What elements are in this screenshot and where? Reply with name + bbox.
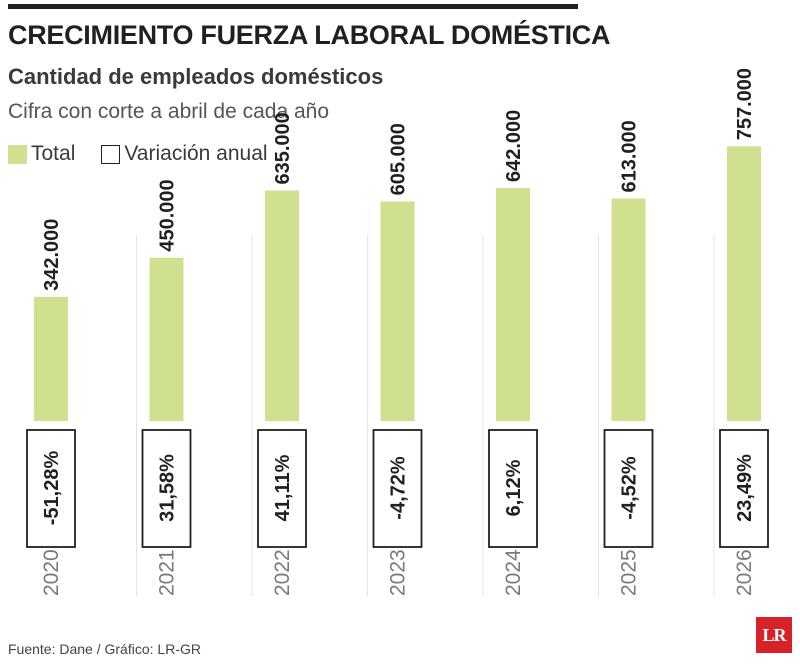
legend-swatch-variation: [101, 144, 121, 164]
bar-2022: [265, 190, 299, 421]
variation-label-2020: -51,28%: [41, 451, 63, 526]
bar-2025: [611, 198, 646, 421]
year-label-2025: 2025: [618, 549, 641, 596]
legend-label-variation: Variación anual: [124, 142, 268, 165]
variation-label-2025: -4,52%: [619, 456, 641, 520]
variation-label-2023: -4,72%: [388, 456, 410, 520]
variation-box-2026: [719, 429, 769, 548]
variation-label-2024: 6,12%: [503, 459, 525, 516]
year-label-2026: 2026: [733, 549, 756, 596]
bar-2024: [496, 187, 530, 421]
bar-2020: [34, 296, 68, 421]
lr-logo: LR: [756, 617, 792, 653]
chart-subtitle: Cantidad de empleados domésticos: [8, 64, 384, 89]
top-rule: [8, 4, 578, 9]
variation-box-2025: [603, 429, 654, 548]
year-label-2023: 2023: [387, 549, 410, 596]
value-label-2025: 613.000: [619, 120, 641, 192]
value-label-2024: 642.000: [503, 110, 525, 182]
variation-box-2021: [141, 429, 192, 548]
year-label-2024: 2024: [502, 549, 525, 596]
year-label-2020: 2020: [40, 549, 63, 596]
bar-2021: [149, 257, 184, 421]
variation-label-2026: 23,49%: [734, 454, 756, 522]
variation-box-2022: [257, 429, 307, 548]
legend-swatch-total: [8, 144, 27, 164]
variation-box-2023: [372, 429, 423, 548]
value-label-2026: 757.000: [734, 68, 756, 140]
chart-note: Cifra con corte a abril de cada año: [8, 100, 330, 123]
variation-box-2024: [488, 429, 538, 548]
variation-label-2021: 31,58%: [157, 454, 179, 522]
variation-box-2020: [26, 429, 76, 548]
chart-title: CRECIMIENTO FUERZA LABORAL DOMÉSTICA: [8, 20, 611, 50]
value-label-2022: 635.000: [272, 112, 294, 184]
legend: Total Variación anual: [8, 142, 268, 166]
legend-label-total: Total: [31, 142, 76, 165]
year-label-2022: 2022: [271, 549, 294, 596]
variation-label-2022: 41,11%: [272, 454, 294, 521]
value-label-2021: 450.000: [157, 179, 179, 251]
bar-2026: [727, 146, 761, 421]
value-label-2020: 342.000: [41, 219, 63, 291]
source-note: Fuente: Dane / Gráfico: LR-GR: [8, 641, 201, 657]
bar-2023: [380, 201, 415, 421]
year-label-2021: 2021: [156, 549, 179, 596]
value-label-2023: 605.000: [388, 123, 410, 195]
